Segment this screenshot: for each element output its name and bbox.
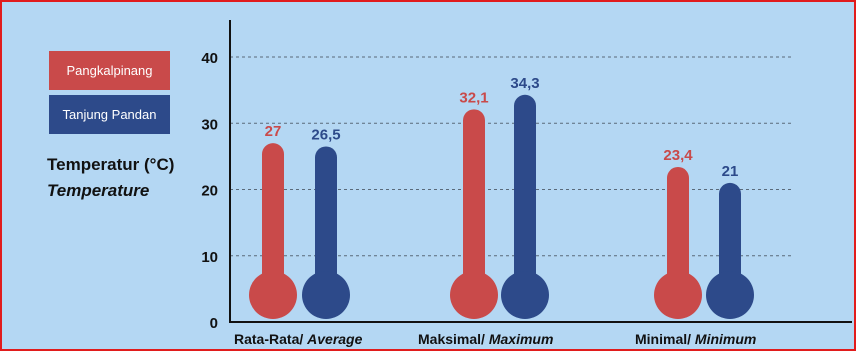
- y-tick-label-0: 0: [210, 315, 218, 332]
- x-label-average: Rata-Rata/ Average: [234, 331, 362, 347]
- y-axis-title: Temperatur (°C) Temperature: [47, 152, 174, 204]
- x-label-average-id: Rata-Rata/: [234, 331, 304, 347]
- x-label-maximum-id: Maksimal/: [418, 331, 485, 347]
- x-label-average-en: Average: [307, 331, 363, 347]
- thermometer-bulb-pangkalpinang-0: [249, 271, 297, 319]
- data-label-tanjung-pandan-1: 34,3: [510, 75, 539, 92]
- legend-item-tanjung-pandan: Tanjung Pandan: [49, 95, 170, 134]
- thermometer-bulb-tanjung-pandan-1: [501, 271, 549, 319]
- legend-item-pangkalpinang: Pangkalpinang: [49, 51, 170, 90]
- thermometer-stem-pangkalpinang-0: [262, 143, 284, 295]
- x-label-minimum-id: Minimal/: [635, 331, 692, 347]
- thermometer-bulb-pangkalpinang-1: [450, 271, 498, 319]
- x-label-minimum-en: Minimum: [694, 331, 757, 347]
- y-tick-label-20: 20: [201, 183, 218, 200]
- x-label-maximum-en: Maximum: [488, 331, 554, 347]
- data-label-tanjung-pandan-2: 21: [722, 163, 739, 180]
- thermometer-stem-pangkalpinang-2: [667, 166, 689, 295]
- data-label-pangkalpinang-2: 23,4: [663, 147, 693, 164]
- data-label-tanjung-pandan-0: 26,5: [311, 126, 340, 143]
- y-axis-title-id: Temperatur (°C): [47, 155, 175, 174]
- thermometer-bulb-tanjung-pandan-0: [302, 271, 350, 319]
- thermometer-stem-pangkalpinang-1: [463, 109, 485, 296]
- y-tick-label-30: 30: [201, 116, 218, 133]
- thermometer-stem-tanjung-pandan-1: [514, 94, 536, 295]
- x-label-minimum: Minimal/ Minimum: [635, 331, 756, 347]
- thermometer-bulb-tanjung-pandan-2: [706, 271, 754, 319]
- thermometer-stem-tanjung-pandan-2: [719, 182, 741, 295]
- y-tick-label-10: 10: [201, 249, 218, 266]
- legend-label-pangkalpinang: Pangkalpinang: [66, 63, 153, 78]
- y-axis-title-en: Temperature: [47, 181, 150, 200]
- thermometer-bulb-pangkalpinang-2: [654, 271, 702, 319]
- legend-label-tanjung-pandan: Tanjung Pandan: [62, 107, 157, 122]
- data-label-pangkalpinang-0: 27: [265, 123, 282, 140]
- data-label-pangkalpinang-1: 32,1: [459, 89, 488, 106]
- y-tick-label-40: 40: [201, 50, 218, 67]
- x-label-maximum: Maksimal/ Maximum: [418, 331, 553, 347]
- thermometer-stem-tanjung-pandan-0: [315, 146, 337, 295]
